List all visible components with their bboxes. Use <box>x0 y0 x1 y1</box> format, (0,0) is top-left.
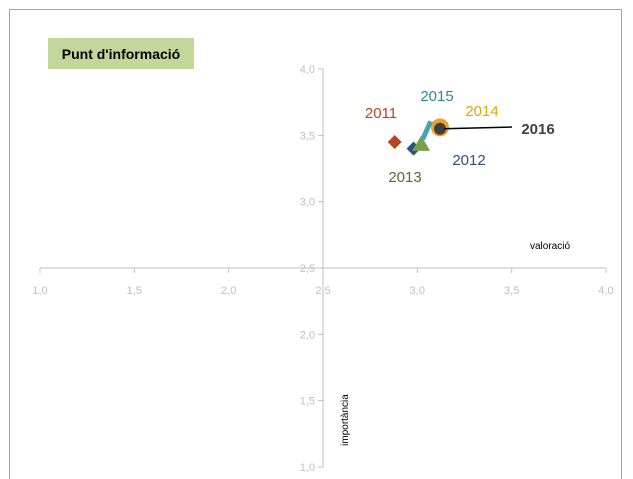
x-tick-label: 3,0 <box>410 285 425 297</box>
chart-frame <box>9 9 622 479</box>
label-2012: 2012 <box>452 152 485 169</box>
x-tick-label: 4,0 <box>598 285 613 297</box>
x-axis-label: valoració <box>530 241 570 252</box>
y-tick-label: 3,0 <box>300 197 315 209</box>
x-tick-label: 2,0 <box>221 285 236 297</box>
y-tick-label: 2,5 <box>300 263 315 275</box>
leader-line-2016 <box>443 126 513 130</box>
point-2013 <box>412 135 431 151</box>
label-2015: 2015 <box>420 88 453 105</box>
y-tick-label: 1,0 <box>300 462 315 474</box>
x-tick-label: 1,0 <box>32 285 47 297</box>
label-2011: 2011 <box>365 105 397 122</box>
point-2011 <box>387 134 402 149</box>
chart-title: Punt d'informació <box>48 38 194 69</box>
y-tick-label: 4,0 <box>300 64 315 76</box>
label-2014: 2014 <box>465 103 498 120</box>
x-tick-label: 3,5 <box>504 285 519 297</box>
point-2015 <box>420 120 433 141</box>
y-tick-label: 3,5 <box>300 130 315 142</box>
x-tick-label: 1,5 <box>127 285 142 297</box>
point-2016 <box>433 122 446 135</box>
label-2013: 2013 <box>388 169 421 186</box>
y-axis-label: importància <box>340 394 351 446</box>
x-tick-label: 2,5 <box>315 285 330 297</box>
label-2016: 2016 <box>521 121 554 138</box>
y-tick-label: 2,0 <box>300 329 315 341</box>
y-tick-label: 1,5 <box>300 396 315 408</box>
